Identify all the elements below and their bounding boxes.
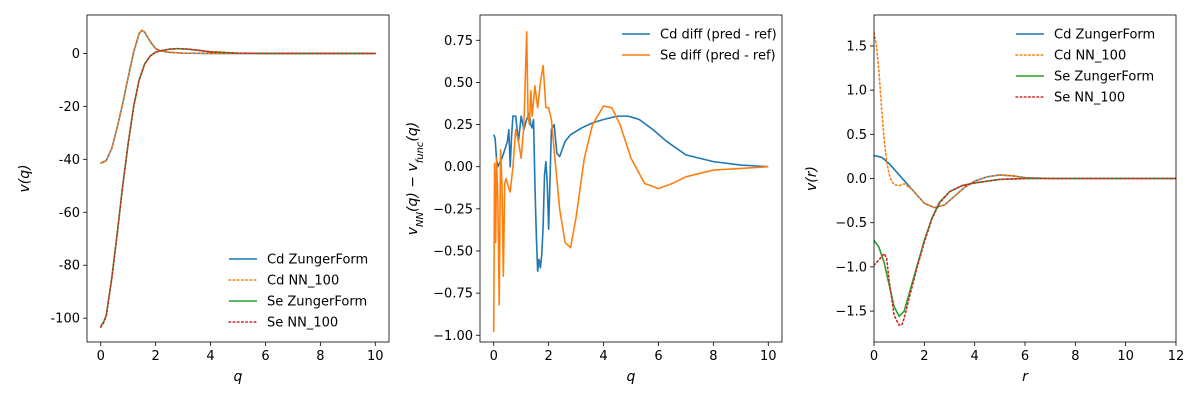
x-tick-label: 4 <box>971 349 979 364</box>
y-tick-label: -40 <box>59 153 80 168</box>
y-tick-label: −1.00 <box>433 329 473 344</box>
legend-label: Cd ZungerForm <box>1054 28 1155 43</box>
series-line-cd-nn-100 <box>874 31 1176 209</box>
legend-label: Cd diff (pred - ref) <box>660 28 777 43</box>
chart-panel-1: 0 2 4 6 8 10 -100 -80 -60 -40 -20 0 q v(q) Cd ZungerFo… <box>17 14 390 385</box>
y-tick-label: 0.0 <box>846 172 867 187</box>
axes-frame <box>86 14 390 343</box>
legend-label: Se ZungerForm <box>267 295 367 310</box>
chart-panel-2: 0 2 4 6 8 10 −1.00 −0.75 −0.50 −0.25 0.00 0.25 0.50 0… <box>405 14 783 385</box>
y-tick-label: 0 <box>72 47 80 62</box>
y-tick-label: 1.0 <box>846 84 867 99</box>
x-axis-label: r <box>1022 369 1029 385</box>
y-tick-label: 0.75 <box>444 34 473 49</box>
y-tick-label: −0.5 <box>835 216 867 231</box>
legend-label: Se ZungerForm <box>1054 70 1154 85</box>
y-tick-label: −0.75 <box>433 287 473 302</box>
legend: Cd diff (pred - ref) Se diff (pred - ref) <box>622 28 777 64</box>
chart-panel-3: 0 2 4 6 8 10 12 −1.5 −1.0 −0.5 0.0 0.5 1.0 1.5 r v(r) Cd… <box>804 14 1185 385</box>
x-tick-label: 10 <box>760 349 777 364</box>
y-tick-label: −1.0 <box>835 260 867 275</box>
y-tick-label: -100 <box>50 312 80 327</box>
x-tick-label: 10 <box>1117 349 1134 364</box>
x-tick-label: 0 <box>97 349 105 364</box>
y-tick-label: 0.00 <box>444 160 473 175</box>
legend-label: Cd ZungerForm <box>267 253 368 268</box>
legend-label: Se diff (pred - ref) <box>660 49 776 64</box>
y-tick-label: 1.5 <box>846 39 867 54</box>
series-line-cd-nn-100 <box>99 29 377 164</box>
y-tick-label: -80 <box>59 259 80 274</box>
y-axis-label: v(r) <box>804 166 820 191</box>
legend: Cd ZungerForm Cd NN_100 Se ZungerForm Se NN… <box>228 253 368 331</box>
x-axis-label: q <box>627 369 636 385</box>
x-tick-label: 10 <box>367 349 384 364</box>
series-line-se-zungerform <box>874 177 1176 318</box>
legend-label: Cd NN_100 <box>1054 49 1126 64</box>
x-tick-label: 0 <box>490 349 498 364</box>
x-tick-label: 2 <box>920 349 928 364</box>
y-tick-label: -60 <box>59 206 80 221</box>
x-tick-label: 6 <box>261 349 269 364</box>
legend-label: Cd NN_100 <box>267 274 339 289</box>
legend-label: Se NN_100 <box>267 316 338 331</box>
series-line-se-diff-pred-ref- <box>492 31 769 332</box>
x-tick-label: 2 <box>544 349 552 364</box>
legend: Cd ZungerForm Cd NN_100 Se ZungerForm Se NN… <box>1015 28 1155 106</box>
legend-label: Se NN_100 <box>1054 91 1125 106</box>
x-tick-label: 0 <box>870 349 878 364</box>
x-tick-label: 4 <box>206 349 214 364</box>
x-tick-label: 6 <box>654 349 662 364</box>
x-tick-label: 8 <box>709 349 717 364</box>
y-tick-label: −1.5 <box>835 305 867 320</box>
y-tick-label: −0.25 <box>433 202 473 217</box>
series-line-cd-zungerform <box>874 154 1176 209</box>
x-tick-label: 2 <box>151 349 159 364</box>
y-tick-label: −0.50 <box>433 244 473 259</box>
x-axis-label: q <box>234 369 243 385</box>
y-tick-label: -20 <box>59 100 80 115</box>
y-axis-label: v(q) <box>17 164 33 192</box>
y-tick-label: 0.50 <box>444 76 473 91</box>
series-line-cd-diff-pred-ref- <box>492 111 769 273</box>
x-tick-label: 8 <box>1071 349 1079 364</box>
y-tick-label: 0.5 <box>846 128 867 143</box>
y-axis-label: vNN(q) − vfunc(q) <box>405 122 426 236</box>
series-line-cd-zungerform <box>100 29 376 165</box>
series-line-se-nn-100 <box>99 47 377 328</box>
x-tick-label: 6 <box>1021 349 1029 364</box>
x-tick-label: 8 <box>316 349 324 364</box>
x-tick-label: 4 <box>599 349 607 364</box>
series-line-se-nn-100 <box>874 177 1176 327</box>
x-tick-label: 12 <box>1168 349 1185 364</box>
y-tick-label: 0.25 <box>444 118 473 133</box>
axes-frame <box>479 14 783 343</box>
